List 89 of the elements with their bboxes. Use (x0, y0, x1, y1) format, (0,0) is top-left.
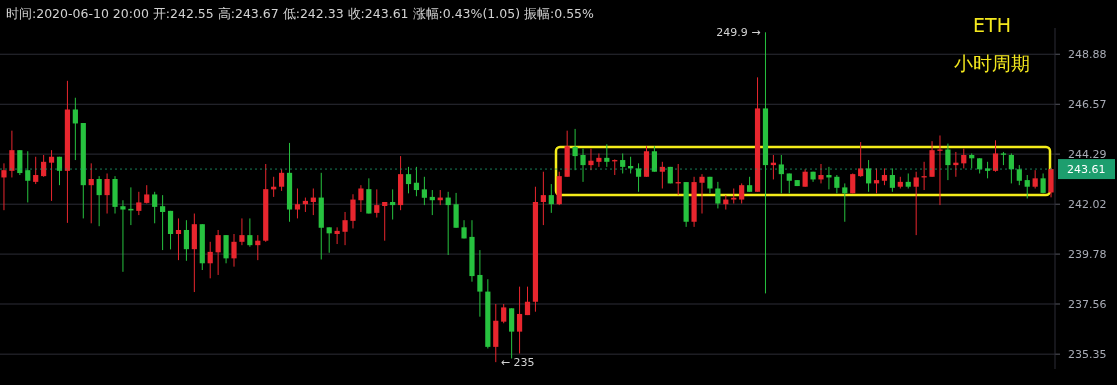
candlestick (342, 211, 348, 246)
candlestick (715, 181, 721, 209)
y-tick-label: 244.29 (1068, 148, 1107, 162)
candlestick (25, 150, 31, 203)
candlestick (445, 191, 451, 256)
candlestick (961, 148, 967, 169)
candlestick (152, 191, 158, 224)
candlestick (160, 194, 166, 251)
candlestick (48, 149, 55, 202)
candlestick (144, 184, 150, 205)
annotation: ← 235 (500, 356, 535, 370)
candlestick (509, 307, 515, 359)
candlestick (786, 172, 792, 194)
candlestick (501, 303, 507, 324)
candlestick (453, 192, 459, 229)
candlestick (326, 226, 332, 254)
candlestick (739, 182, 745, 205)
candlestick (1048, 167, 1054, 198)
candlestick (120, 199, 126, 273)
candlestick (207, 241, 213, 279)
text: 时间:2020-06-10 20:00 开:242.55 高:243.67 低:242.33 收:243.61 涨幅:0.43%(1.05) 振幅:0.55% (6, 6, 595, 21)
candlestick (390, 188, 396, 221)
candlestick (992, 139, 999, 173)
candlestick (239, 217, 245, 246)
candlestick (842, 182, 848, 223)
candlestick (413, 166, 420, 197)
candlestick (1024, 174, 1030, 199)
candlestick (175, 217, 182, 261)
y-tick-label: 242.02 (1068, 198, 1107, 212)
candlestick (72, 97, 78, 161)
candlestick (580, 148, 586, 183)
chart-title: ETH (973, 14, 1011, 36)
candlestick (1016, 164, 1022, 186)
candlestick (88, 162, 94, 224)
candlestick (231, 233, 237, 268)
candlestick (1, 162, 7, 211)
candlestick (596, 152, 602, 168)
candlestick (167, 210, 174, 250)
candlestick (548, 183, 554, 214)
candlestick (223, 234, 229, 264)
candlestick (731, 187, 737, 205)
candlestick (405, 166, 412, 194)
candlestick (421, 176, 427, 206)
candlestick (834, 174, 840, 194)
candlestick (818, 163, 824, 184)
text: 小时周期 (954, 52, 1030, 74)
candlestick (382, 201, 388, 242)
candlestick (294, 187, 301, 219)
candlestick (945, 143, 951, 181)
candlestick (104, 172, 110, 215)
candlestick (1008, 152, 1014, 184)
candlestick (247, 217, 253, 248)
candlestick (540, 171, 546, 226)
candlestick (136, 191, 142, 216)
candlestick (699, 173, 705, 215)
candlestick (279, 168, 285, 192)
ref-line-label: 243.61 (1067, 163, 1106, 177)
candlestick (604, 143, 610, 168)
candlestick (33, 156, 39, 185)
y-tick-label: 248.88 (1068, 48, 1107, 62)
candlestick (1032, 169, 1038, 189)
candlestick (477, 249, 483, 318)
candlestick (17, 149, 23, 176)
y-tick-label: 246.57 (1068, 98, 1107, 112)
candlestick (358, 184, 364, 213)
candlestick (96, 175, 102, 227)
candlestick (516, 286, 523, 354)
candlestick (858, 141, 864, 178)
candlestick (778, 154, 784, 194)
candlestick (334, 226, 340, 245)
annotation: 249.9 → (716, 26, 761, 40)
candlestick (9, 130, 15, 178)
y-tick-label: 239.78 (1068, 248, 1107, 262)
y-tick-label: 235.35 (1068, 348, 1107, 362)
candlestick (572, 128, 578, 171)
candlestick (913, 171, 919, 236)
candlestick (865, 159, 872, 193)
candlestick (56, 156, 63, 186)
candlestick (524, 286, 531, 316)
candlestick (826, 166, 832, 190)
candlestick (889, 167, 895, 193)
candlestick (350, 193, 356, 229)
candlestick (374, 188, 380, 219)
candlestick (215, 229, 221, 276)
candlestick (635, 162, 642, 193)
candlestick (620, 152, 626, 174)
y-tick-label: 237.56 (1068, 298, 1107, 312)
candlestick (183, 219, 190, 262)
candlestick (651, 145, 658, 173)
